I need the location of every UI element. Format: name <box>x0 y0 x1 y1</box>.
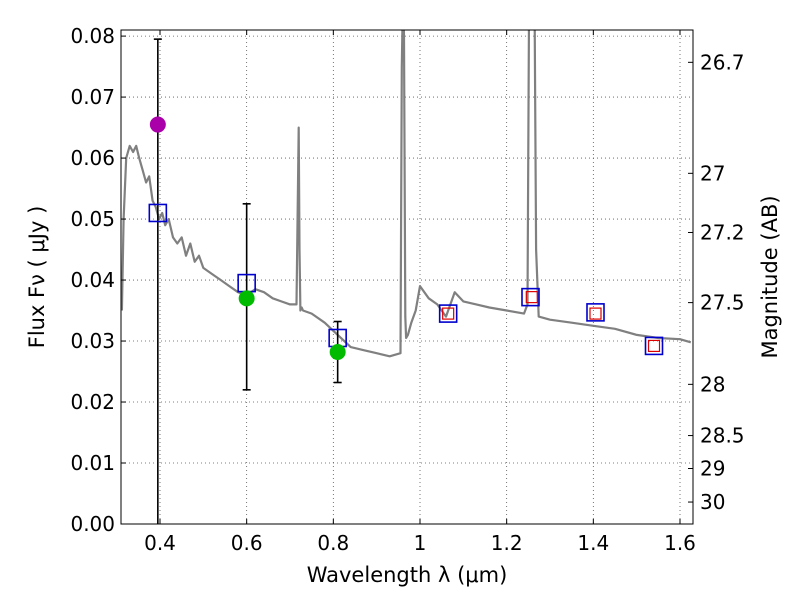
observed-point <box>149 116 166 133</box>
x-tick-label: 1 <box>414 531 427 555</box>
y2-tick-label: 28 <box>700 372 725 396</box>
inner-square <box>525 291 538 304</box>
y-tick-label: 0.05 <box>70 207 115 231</box>
model-square <box>438 304 458 323</box>
observed-point <box>329 344 346 361</box>
x-tick-label: 0.8 <box>317 531 349 555</box>
y-tick-label: 0.04 <box>70 268 115 292</box>
model-square <box>521 287 540 307</box>
y-tick-label: 0.00 <box>70 512 115 536</box>
x-tick-label: 1.6 <box>664 531 696 555</box>
y-tick-label: 0.01 <box>70 451 115 475</box>
y2-tick-label: 27.2 <box>700 220 745 244</box>
grid-lines <box>121 30 693 525</box>
y-tick-label: 0.06 <box>70 146 115 170</box>
observed-point <box>238 290 255 307</box>
y2-tick-label: 26.7 <box>700 50 745 74</box>
y-tick-label: 0.07 <box>70 85 115 109</box>
y2-tick-label: 27 <box>700 161 725 185</box>
inner-square <box>647 339 661 353</box>
y-tick-label: 0.03 <box>70 329 115 353</box>
y2-tick-label: 29 <box>700 457 725 481</box>
axis-ticks: 0.4 0.6 0.8 1 1.2 1.4 1.6 0.00 0.01 0.02 0.03 0.04 0… <box>70 24 744 555</box>
y2-tick-label: 27.5 <box>700 291 745 315</box>
y2-tick-label: 28.5 <box>700 424 745 448</box>
y-tick-label: 0.08 <box>70 24 115 48</box>
inner-square <box>589 307 602 320</box>
model-square <box>586 303 605 322</box>
sed-model-line <box>121 30 692 358</box>
plot-frame <box>120 29 694 525</box>
x-tick-label: 1.4 <box>577 531 609 555</box>
plot-series <box>121 30 692 524</box>
y2-tick-label: 30 <box>700 490 725 514</box>
x-tick-label: 0.6 <box>231 531 263 555</box>
y2-axis-label: Magnitude (AB) <box>758 195 782 358</box>
model-square <box>148 203 168 223</box>
x-tick-label: 0.4 <box>144 531 176 555</box>
x-tick-label: 1.2 <box>491 531 523 555</box>
y-axis-label: Flux Fν ( μJy ) <box>25 206 49 349</box>
inner-square <box>442 307 455 320</box>
x-axis-label: Wavelength λ (μm) <box>307 563 508 587</box>
y-tick-label: 0.02 <box>70 390 115 414</box>
model-square <box>644 336 664 356</box>
